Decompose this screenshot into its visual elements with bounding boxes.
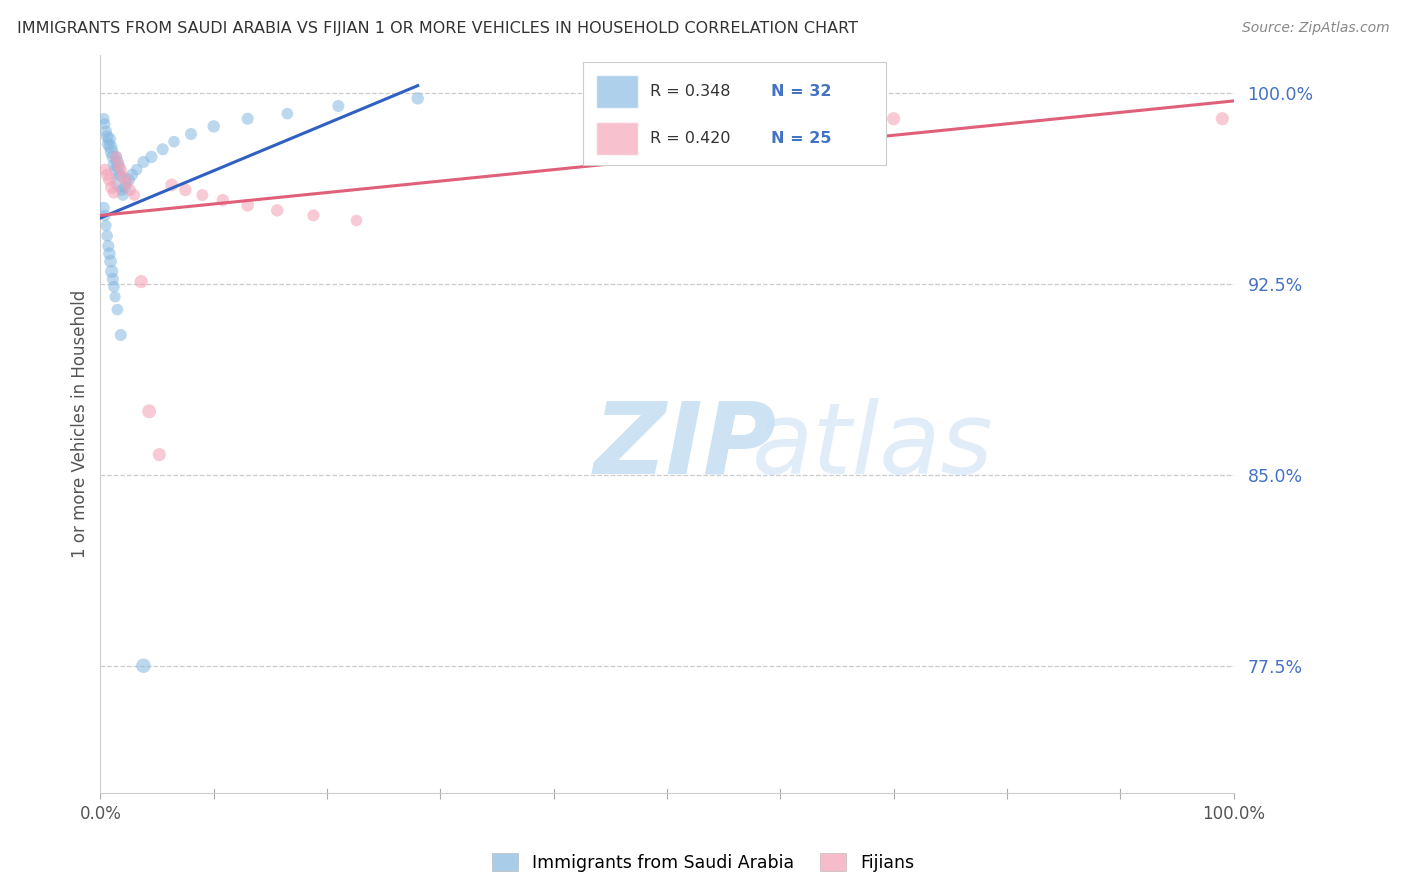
Point <box>103 279 125 293</box>
Point <box>191 188 214 202</box>
FancyBboxPatch shape <box>596 75 638 108</box>
Point <box>94 209 117 223</box>
Point <box>96 228 118 243</box>
Point <box>118 173 141 187</box>
Point <box>160 178 183 192</box>
Point <box>211 193 233 207</box>
Point <box>103 186 125 200</box>
Point <box>107 157 129 171</box>
Point <box>132 658 155 673</box>
Point <box>111 170 134 185</box>
Point <box>276 106 298 120</box>
Point <box>98 246 121 260</box>
Point <box>100 180 122 194</box>
Point <box>105 150 128 164</box>
Point <box>96 168 118 182</box>
Text: N = 32: N = 32 <box>770 84 831 99</box>
Point <box>180 127 202 141</box>
Point <box>125 162 148 177</box>
Point <box>101 272 124 286</box>
Point <box>1211 112 1233 126</box>
Point <box>111 188 134 202</box>
Point <box>101 150 124 164</box>
Point <box>111 183 134 197</box>
Point <box>94 162 117 177</box>
Point <box>100 264 122 278</box>
Point <box>105 155 128 169</box>
Y-axis label: 1 or more Vehicles in Household: 1 or more Vehicles in Household <box>72 290 89 558</box>
Text: N = 25: N = 25 <box>770 131 831 146</box>
Text: R = 0.348: R = 0.348 <box>650 84 731 99</box>
Point <box>94 219 117 233</box>
Point <box>104 162 127 177</box>
Point <box>100 139 122 153</box>
Text: R = 0.420: R = 0.420 <box>650 131 731 146</box>
Point <box>93 112 115 126</box>
Point <box>110 175 132 189</box>
Point <box>98 173 121 187</box>
Point <box>163 135 186 149</box>
Point <box>114 180 136 194</box>
Point <box>94 124 117 138</box>
Point <box>105 150 128 164</box>
Point <box>141 150 163 164</box>
Point <box>121 168 143 182</box>
Point <box>883 112 905 126</box>
Point <box>100 254 122 268</box>
Point <box>115 175 138 189</box>
Text: atlas: atlas <box>752 398 994 495</box>
Text: IMMIGRANTS FROM SAUDI ARABIA VS FIJIAN 1 OR MORE VEHICLES IN HOUSEHOLD CORRELATI: IMMIGRANTS FROM SAUDI ARABIA VS FIJIAN 1… <box>17 21 858 36</box>
Point <box>98 132 121 146</box>
Point <box>100 145 122 159</box>
Point <box>138 404 160 418</box>
Point <box>110 162 132 177</box>
Point <box>97 137 120 152</box>
Point <box>148 448 170 462</box>
Point <box>302 209 325 223</box>
Point <box>328 99 350 113</box>
Point <box>236 198 259 212</box>
Point <box>124 188 146 202</box>
Point <box>174 183 197 197</box>
FancyBboxPatch shape <box>596 122 638 155</box>
Point <box>105 302 128 317</box>
Point <box>118 183 141 197</box>
Text: ZIP: ZIP <box>593 398 776 495</box>
Point <box>107 160 129 174</box>
Point <box>103 157 125 171</box>
Point <box>152 142 174 156</box>
Point <box>129 275 152 289</box>
Point <box>406 91 429 105</box>
Point <box>94 117 117 131</box>
Point <box>108 168 131 182</box>
Point <box>104 290 127 304</box>
Point <box>96 129 118 144</box>
Point <box>236 112 259 126</box>
Point <box>202 120 225 134</box>
Point <box>97 239 120 253</box>
Point <box>110 328 132 343</box>
Point <box>266 203 288 218</box>
Point <box>93 201 115 215</box>
Text: Source: ZipAtlas.com: Source: ZipAtlas.com <box>1241 21 1389 35</box>
Point <box>132 155 155 169</box>
Point <box>346 213 368 227</box>
Legend: Immigrants from Saudi Arabia, Fijians: Immigrants from Saudi Arabia, Fijians <box>485 847 921 879</box>
